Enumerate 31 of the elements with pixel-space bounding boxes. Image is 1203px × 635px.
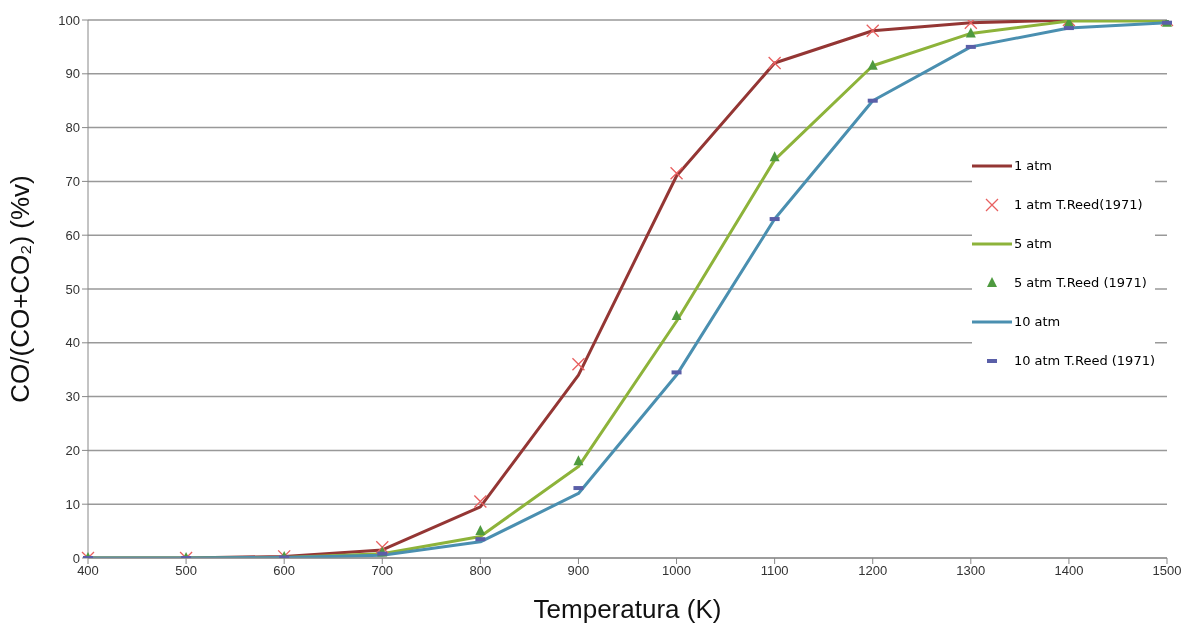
y-tick-label: 40: [65, 335, 80, 351]
x-tick-label: 400: [77, 563, 99, 579]
x-tick-label: 1400: [1054, 563, 1084, 579]
x-tick-label: 600: [273, 563, 296, 579]
y-tick-label: 100: [58, 12, 80, 28]
legend-label: 5 atm T.Reed (1971): [1013, 275, 1147, 290]
legend-label: 1 atm: [1013, 158, 1053, 173]
x-tick-label: 1100: [760, 563, 789, 579]
y-axis-title: CO/(CO+CO₂) (%v): [5, 175, 36, 403]
x-tick-label: 900: [567, 563, 590, 579]
legend-label: 5 atm: [1013, 236, 1053, 251]
legend-label: 10 atm T.Reed (1971): [1013, 353, 1155, 368]
x-tick-label: 800: [469, 563, 492, 579]
x-tick-label: 1500: [1152, 563, 1182, 579]
x-tick-label: 1200: [858, 563, 888, 579]
legend-label: 1 atm T.Reed(1971): [1013, 197, 1143, 212]
x-tick-label: 1000: [662, 563, 692, 579]
y-tick-label: 0: [72, 550, 80, 566]
x-tick-label: 500: [175, 563, 197, 579]
y-tick-label: 20: [65, 443, 80, 459]
y-tick-label: 50: [65, 281, 80, 297]
y-tick-label: 90: [65, 66, 80, 82]
y-tick-label: 70: [65, 174, 80, 190]
y-tick-label: 10: [65, 496, 80, 512]
y-tick-label: 60: [65, 227, 80, 243]
legend-label: 10 atm: [1013, 314, 1061, 329]
y-tick-label: 30: [65, 389, 80, 405]
x-tick-label: 700: [371, 563, 394, 579]
y-tick-label: 80: [65, 120, 80, 136]
x-tick-label: 1300: [956, 563, 986, 579]
x-axis-title: Temperatura (K): [533, 594, 722, 624]
